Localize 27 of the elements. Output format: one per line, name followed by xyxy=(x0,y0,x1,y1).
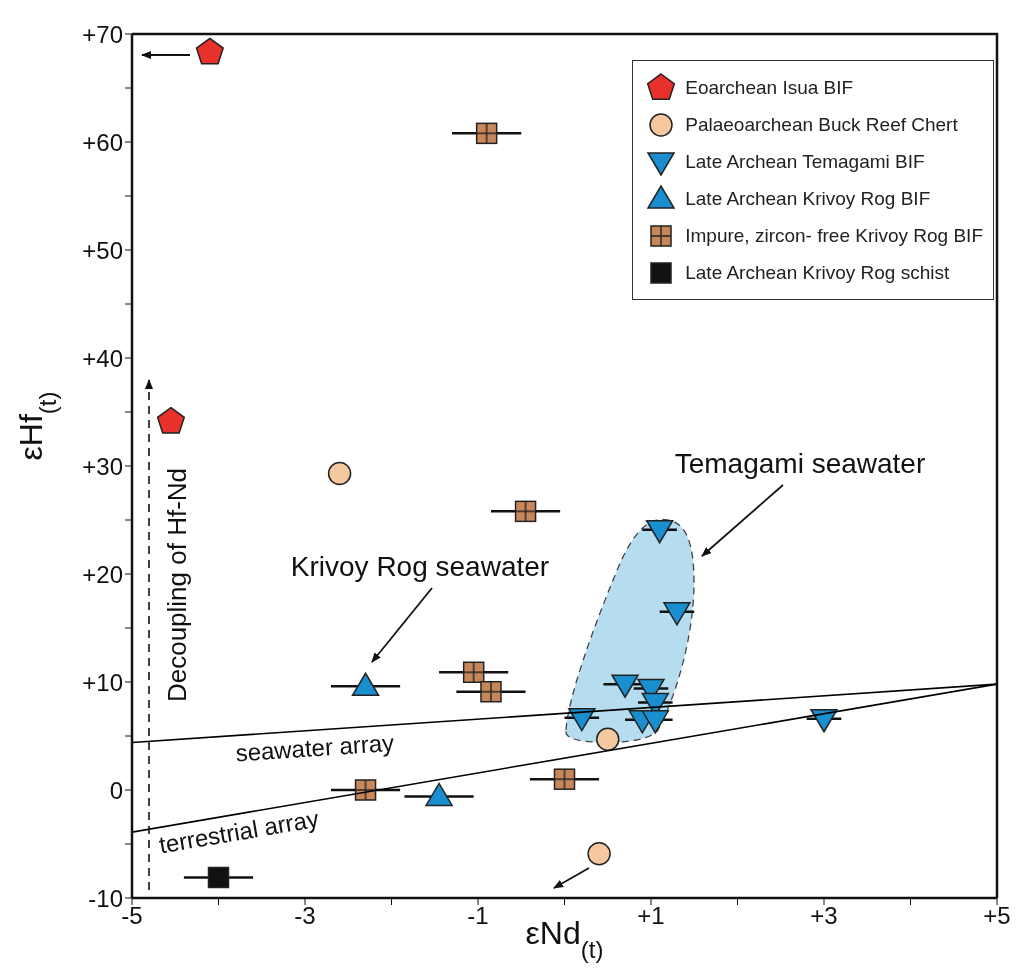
x-tick-label: +5 xyxy=(983,902,1011,930)
x-axis-title: εNd$_{(t)}$ xyxy=(525,915,604,963)
annotation: Decoupling of Hf-Nd xyxy=(162,467,192,703)
y-tick-label: +20 xyxy=(82,560,123,588)
x-tick-label: +1 xyxy=(637,902,665,930)
legend-label: Late Archean Krivoy Rog BIF xyxy=(685,187,931,210)
x-tick-label: -1 xyxy=(467,902,489,930)
y-tick-label: +30 xyxy=(82,452,123,480)
y-tick-label: +50 xyxy=(82,236,123,264)
y-tick-label: -10 xyxy=(88,884,123,912)
y-tick-label: +10 xyxy=(82,668,123,696)
annotation: Krivoy Rog seawater xyxy=(290,551,550,582)
series-label: seawater array xyxy=(234,728,395,767)
y-tick-label: +60 xyxy=(82,128,123,156)
x-tick-label: -3 xyxy=(294,902,316,930)
y-tick-label: +70 xyxy=(82,20,123,48)
legend-label: Late Archean Krivoy Rog schist xyxy=(685,261,950,284)
text: terrestrial array xyxy=(156,804,321,859)
annotation: Temagami seawater xyxy=(674,448,926,479)
y-tick-label: 0 xyxy=(109,776,123,804)
x-tick-label: -5 xyxy=(121,902,143,930)
y-tick-label: +40 xyxy=(82,344,123,372)
legend-label: Impure, zircon- free Krivoy Rog BIF xyxy=(685,224,983,247)
legend-label: Palaeoarchean Buck Reef Chert xyxy=(685,113,958,136)
legend-label: Late Archean Temagami BIF xyxy=(685,150,925,173)
x-tick-label: +3 xyxy=(810,902,838,930)
legend-label: Eoarchean Isua BIF xyxy=(685,76,854,99)
